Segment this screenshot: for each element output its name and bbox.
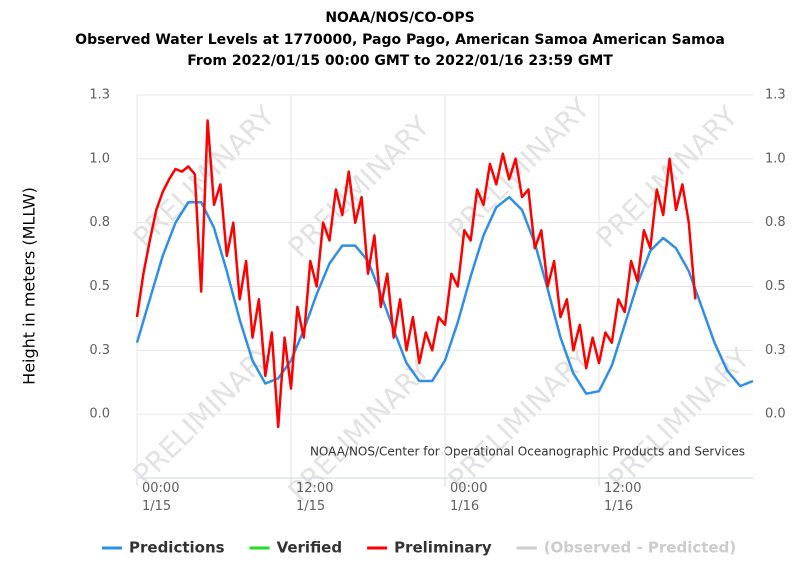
- watermark: PRELIMINARY: [282, 109, 437, 264]
- y-tick-label: 0.0: [89, 407, 110, 422]
- watermark: PRELIMINARY: [442, 341, 597, 496]
- y-tick-label: 0.8: [89, 215, 110, 230]
- watermark: PRELIMINARY: [127, 336, 282, 491]
- x-tick-label: 12:00 1/15: [296, 481, 334, 514]
- y-axis-label: Height in meters (MLLW): [20, 187, 39, 385]
- y2-tick-label: 0.5: [765, 279, 786, 294]
- y2-tick-label: 0.0: [765, 407, 786, 422]
- y-tick-label: 1.3: [89, 88, 110, 103]
- legend-label[interactable]: Preliminary: [394, 539, 492, 557]
- series-line: [135, 119, 697, 429]
- chart-subtitle: Observed Water Levels at 1770000, Pago P…: [75, 32, 725, 48]
- legend-label[interactable]: Verified: [277, 539, 343, 557]
- y-tick-label: 0.3: [89, 343, 110, 358]
- x-tick-label: 00:00 1/16: [450, 481, 488, 514]
- chart-subtitle: From 2022/01/15 00:00 GMT to 2022/01/16 …: [187, 53, 613, 69]
- y2-tick-label: 0.3: [765, 343, 786, 358]
- x-tick-label: 12:00 1/16: [604, 481, 642, 514]
- y-tick-label: 0.5: [89, 279, 110, 294]
- legend-label[interactable]: Predictions: [129, 539, 225, 557]
- y-tick-label: 1.0: [89, 151, 110, 166]
- legend-label[interactable]: (Observed - Predicted): [544, 539, 736, 557]
- credits: NOAA/NOS/Center for Operational Oceanogr…: [310, 445, 745, 459]
- chart-title: NOAA/NOS/CO-OPS: [325, 10, 474, 26]
- y2-tick-label: 1.3: [765, 88, 786, 103]
- y2-tick-label: 0.8: [765, 215, 786, 230]
- y2-tick-label: 1.0: [765, 151, 786, 166]
- x-tick-label: 00:00 1/15: [142, 481, 180, 514]
- watermark: PRELIMINARY: [602, 341, 757, 496]
- series-line: [135, 195, 754, 395]
